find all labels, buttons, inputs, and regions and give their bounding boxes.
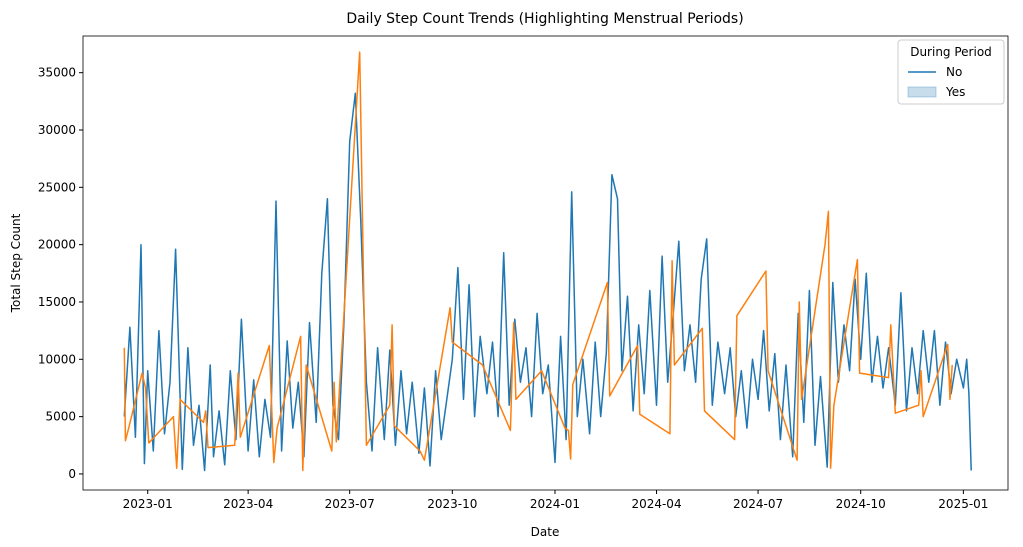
- y-tick-label: 25000: [38, 180, 76, 194]
- y-axis-label: Total Step Count: [9, 213, 23, 313]
- x-tick-label: 2023-01: [123, 497, 173, 511]
- legend-label: No: [946, 65, 962, 79]
- x-tick-label: 2023-07: [325, 497, 375, 511]
- legend-box: [897, 39, 1005, 105]
- legend-title: During Period: [910, 45, 992, 59]
- y-tick-label: 0: [68, 467, 76, 481]
- x-tick-label: 2023-10: [427, 497, 477, 511]
- chart-title: Daily Step Count Trends (Highlighting Me…: [346, 11, 743, 27]
- y-tick-label: 15000: [38, 295, 76, 309]
- x-tick-label: 2024-01: [530, 497, 580, 511]
- legend-patch: [907, 86, 937, 98]
- y-tick-label: 30000: [38, 123, 76, 137]
- series-line: [123, 51, 953, 472]
- x-tick-label: 2024-10: [836, 497, 886, 511]
- y-tick-label: 35000: [38, 66, 76, 80]
- y-tick-label: 20000: [38, 238, 76, 252]
- x-tick-label: 2025-01: [938, 497, 988, 511]
- y-tick-label: 5000: [45, 410, 76, 424]
- x-axis-label: Date: [531, 525, 560, 539]
- x-tick-label: 2024-04: [631, 497, 681, 511]
- y-tick-label: 10000: [38, 352, 76, 366]
- legend-label: Yes: [945, 85, 965, 99]
- series-line: [123, 92, 972, 472]
- x-tick-label: 2024-07: [733, 497, 783, 511]
- plot-frame: [82, 35, 1009, 491]
- x-tick-label: 2023-04: [223, 497, 273, 511]
